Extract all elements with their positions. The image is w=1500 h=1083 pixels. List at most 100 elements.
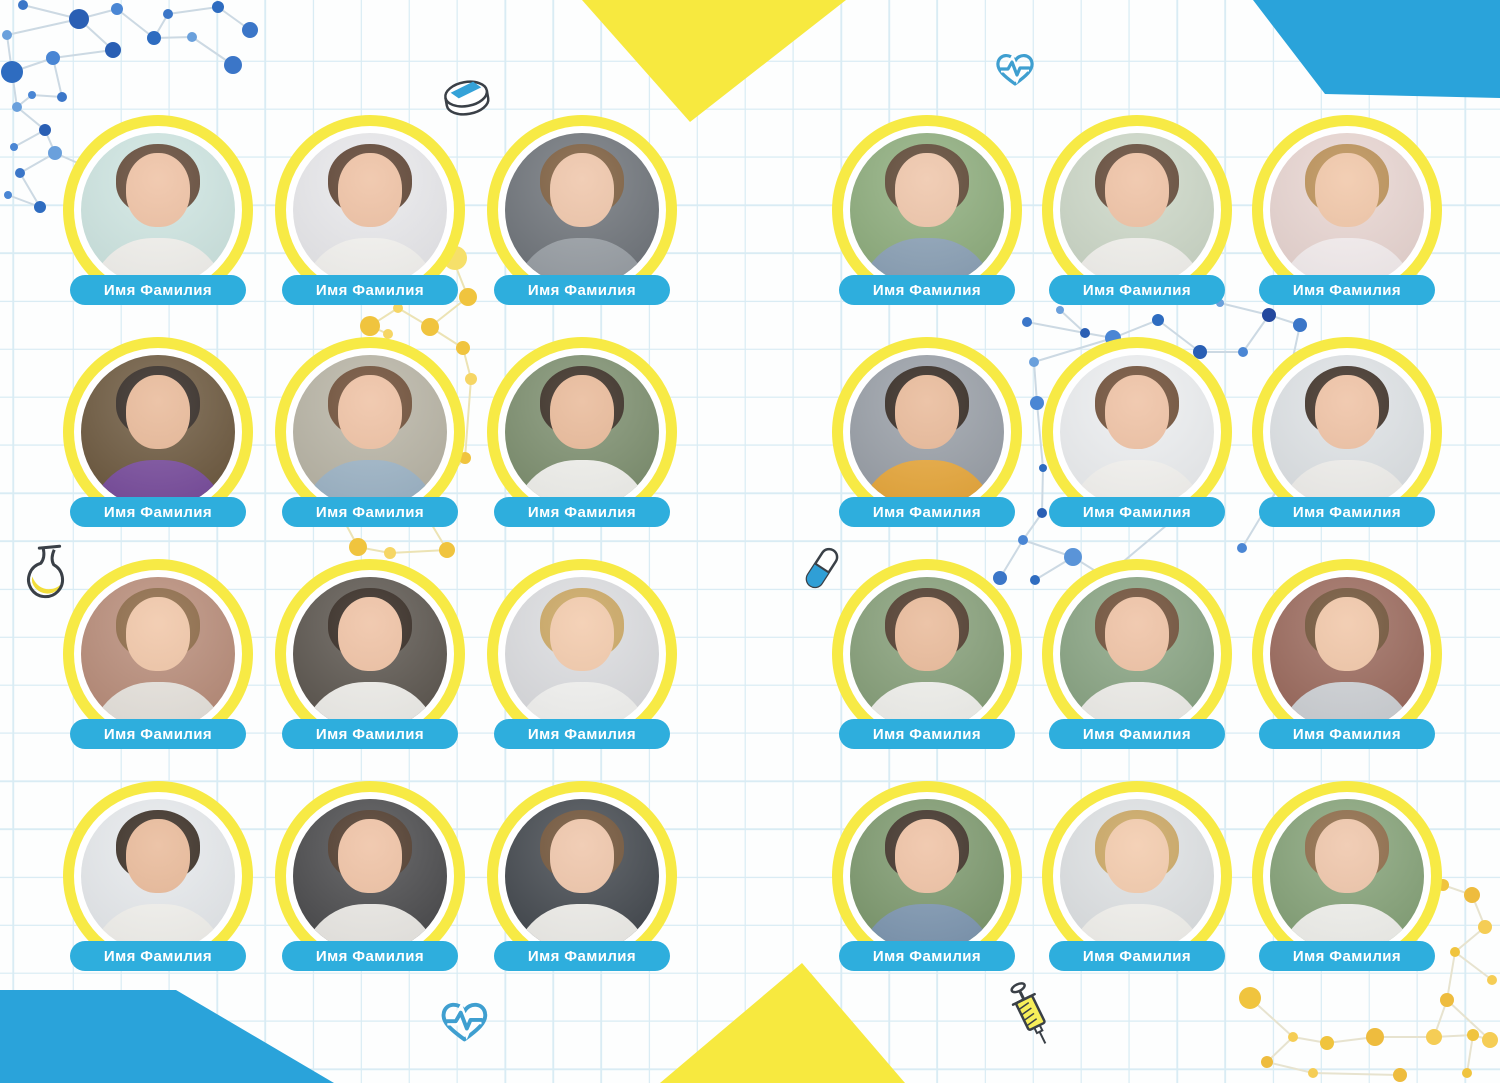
profile-photo [81, 355, 235, 509]
name-badge: Имя Фамилия [282, 719, 458, 749]
name-badge-label: Имя Фамилия [527, 947, 637, 965]
name-badge: Имя Фамилия [494, 941, 670, 971]
profile-card: Имя Фамилия [1252, 337, 1442, 529]
profile-photo [850, 355, 1004, 509]
avatar-head [1104, 819, 1170, 893]
profile-photo [1060, 133, 1214, 287]
tablet-pill-icon [444, 80, 490, 116]
name-badge-label: Имя Фамилия [872, 281, 982, 299]
heartbeat-heart-icon-top [996, 53, 1034, 86]
profile-card: Имя Фамилия [487, 115, 677, 307]
profile-photo [1060, 355, 1214, 509]
name-badge: Имя Фамилия [1049, 719, 1225, 749]
profile-photo [293, 133, 447, 287]
avatar-head [549, 597, 615, 671]
profile-photo [850, 577, 1004, 731]
profile-card: Имя Фамилия [832, 337, 1022, 529]
yellow-triangle-bottom [660, 963, 905, 1083]
name-badge-label: Имя Фамилия [1082, 503, 1192, 521]
profile-card: Имя Фамилия [275, 559, 465, 751]
avatar-head [894, 597, 960, 671]
name-badge-label: Имя Фамилия [315, 281, 425, 299]
profile-photo [1060, 577, 1214, 731]
name-badge: Имя Фамилия [494, 719, 670, 749]
name-badge-label: Имя Фамилия [1292, 947, 1402, 965]
avatar-head [125, 597, 191, 671]
photo-ring [1042, 781, 1232, 971]
name-badge: Имя Фамилия [70, 497, 246, 527]
photo-ring [1252, 337, 1442, 527]
blue-corner-top-right [1253, 0, 1500, 98]
avatar-head [1104, 153, 1170, 227]
avatar-head [549, 375, 615, 449]
profile-photo [81, 577, 235, 731]
name-badge-label: Имя Фамилия [315, 947, 425, 965]
name-badge: Имя Фамилия [494, 275, 670, 305]
name-badge: Имя Фамилия [282, 275, 458, 305]
name-badge-label: Имя Фамилия [1292, 725, 1402, 743]
name-badge-label: Имя Фамилия [1292, 503, 1402, 521]
profile-photo [1270, 799, 1424, 953]
photo-ring [275, 115, 465, 305]
photo-ring [832, 115, 1022, 305]
photo-ring [275, 337, 465, 527]
syringe-icon [1010, 982, 1047, 1044]
photo-ring [275, 559, 465, 749]
profile-card: Имя Фамилия [63, 337, 253, 529]
profile-card: Имя Фамилия [1042, 559, 1232, 751]
profile-card: Имя Фамилия [275, 337, 465, 529]
profile-card: Имя Фамилия [63, 781, 253, 973]
photo-ring [63, 337, 253, 527]
avatar-head [894, 819, 960, 893]
right-page-grid: Имя Фамилия Имя Фамилия [832, 115, 1442, 973]
photo-ring [275, 781, 465, 971]
name-badge: Имя Фамилия [839, 497, 1015, 527]
molecule-network-top-left [1, 0, 258, 213]
name-badge: Имя Фамилия [1259, 941, 1435, 971]
avatar-head [125, 375, 191, 449]
left-page-grid: Имя Фамилия Имя Фамилия [63, 115, 677, 973]
profile-card: Имя Фамилия [487, 559, 677, 751]
profile-photo [850, 799, 1004, 953]
profile-card: Имя Фамилия [63, 559, 253, 751]
name-badge-label: Имя Фамилия [527, 725, 637, 743]
name-badge-label: Имя Фамилия [1082, 725, 1192, 743]
profile-card: Имя Фамилия [832, 781, 1022, 973]
name-badge-label: Имя Фамилия [103, 947, 213, 965]
name-badge-label: Имя Фамилия [103, 503, 213, 521]
name-badge-label: Имя Фамилия [315, 503, 425, 521]
photo-ring [1252, 781, 1442, 971]
name-badge: Имя Фамилия [282, 497, 458, 527]
name-badge-label: Имя Фамилия [103, 725, 213, 743]
profile-photo [1270, 355, 1424, 509]
name-badge: Имя Фамилия [282, 941, 458, 971]
name-badge-label: Имя Фамилия [872, 503, 982, 521]
photo-ring [487, 781, 677, 971]
name-badge-label: Имя Фамилия [872, 947, 982, 965]
avatar-head [549, 819, 615, 893]
profile-card: Имя Фамилия [1252, 559, 1442, 751]
name-badge: Имя Фамилия [70, 719, 246, 749]
profile-card: Имя Фамилия [487, 781, 677, 973]
name-badge-label: Имя Фамилия [527, 503, 637, 521]
profile-photo [1060, 799, 1214, 953]
photo-ring [63, 559, 253, 749]
avatar-head [125, 819, 191, 893]
avatar-head [337, 375, 403, 449]
name-badge: Имя Фамилия [1259, 497, 1435, 527]
photo-ring [487, 337, 677, 527]
profile-card: Имя Фамилия [832, 115, 1022, 307]
name-badge: Имя Фамилия [494, 497, 670, 527]
profile-photo [505, 355, 659, 509]
avatar-head [549, 153, 615, 227]
name-badge-label: Имя Фамилия [1082, 281, 1192, 299]
flask-icon [27, 544, 64, 599]
capsule-pill-icon [805, 547, 839, 589]
photo-ring [1042, 559, 1232, 749]
avatar-head [337, 597, 403, 671]
profile-photo [1270, 577, 1424, 731]
name-badge-label: Имя Фамилия [1082, 947, 1192, 965]
name-badge: Имя Фамилия [839, 275, 1015, 305]
profile-photo [81, 799, 235, 953]
